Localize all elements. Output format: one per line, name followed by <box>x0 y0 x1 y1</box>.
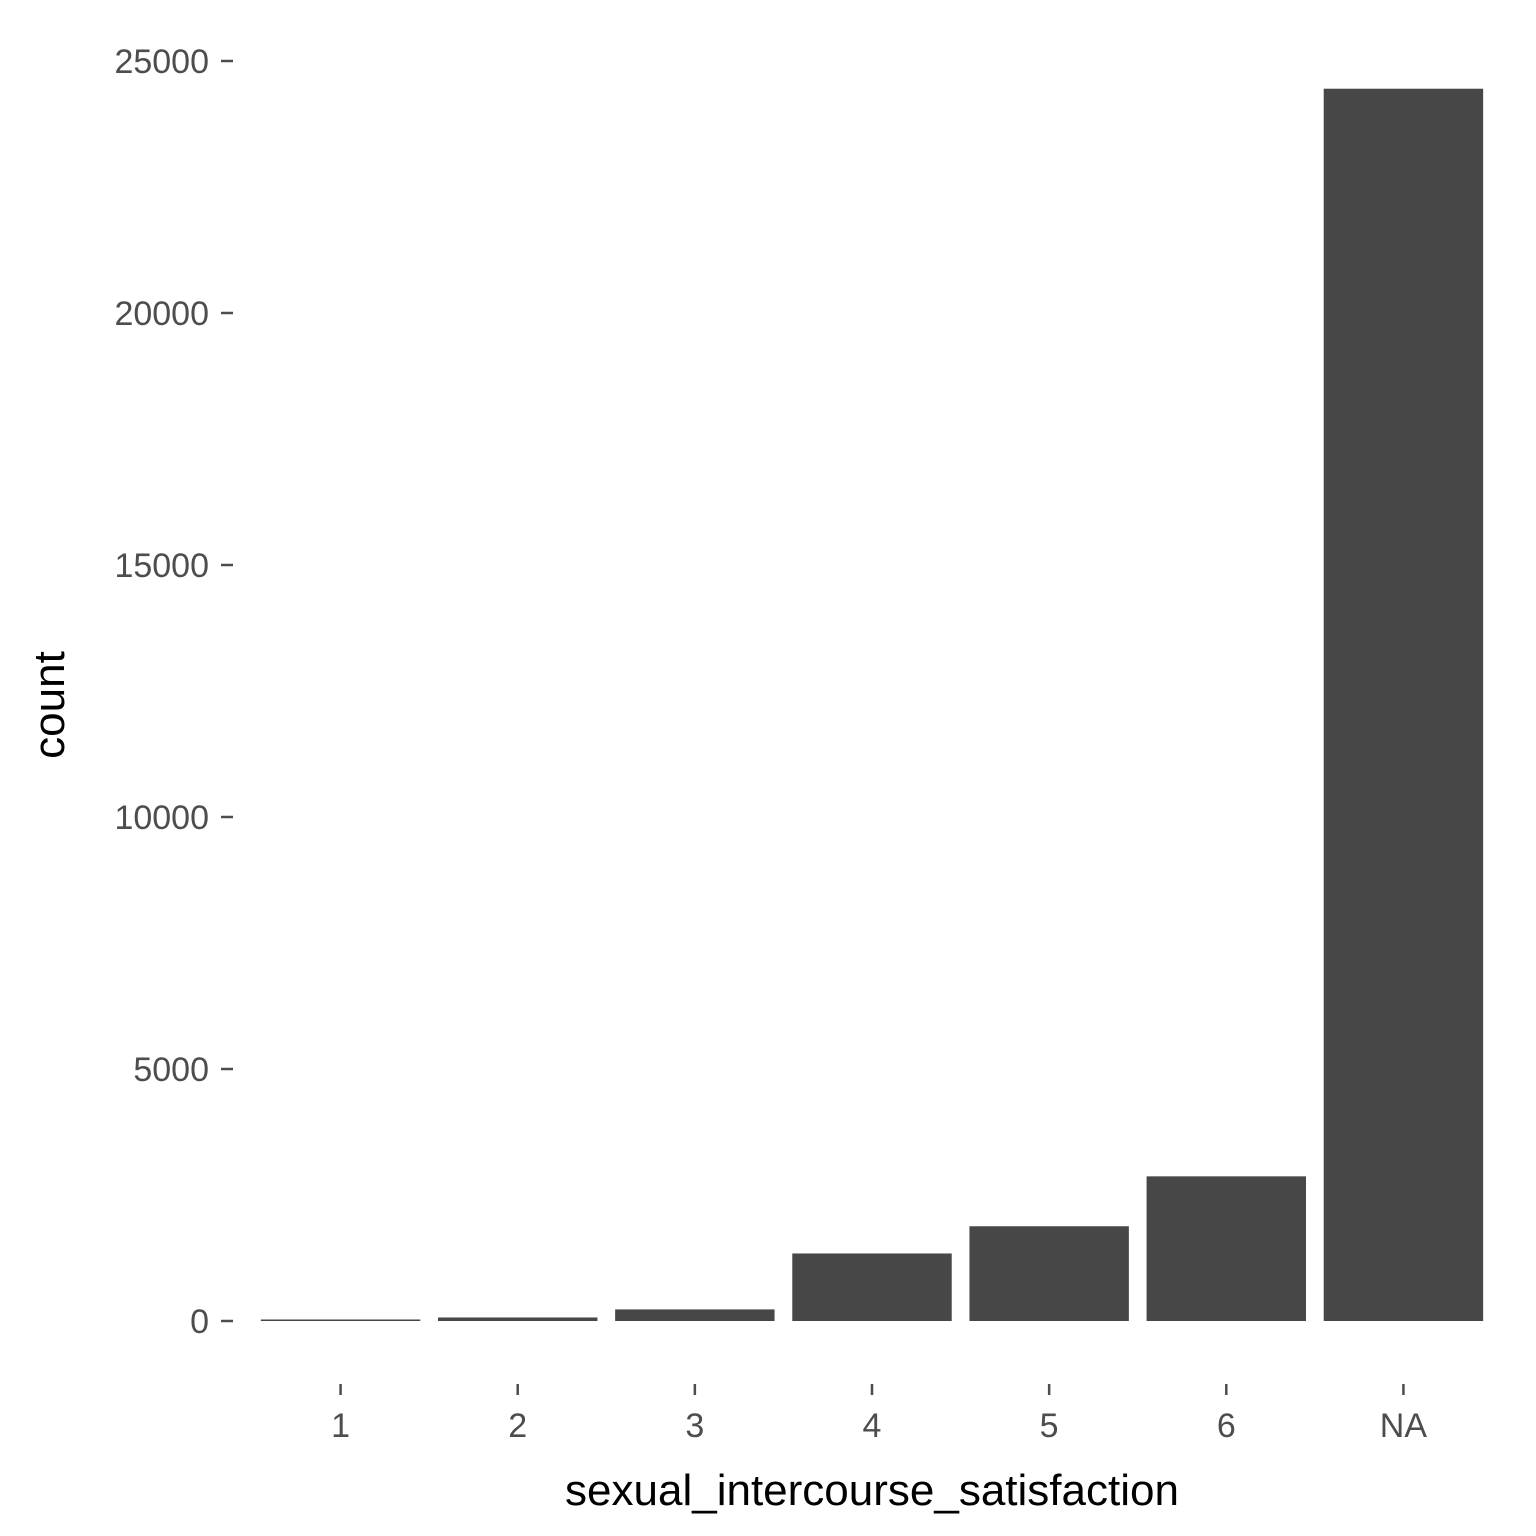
x-tick-label: 1 <box>331 1407 350 1445</box>
x-tick-label: 4 <box>863 1407 882 1445</box>
y-axis: 0 5000 10000 15000 20000 25000 <box>114 43 233 1341</box>
y-tick-label: 10000 <box>114 799 209 837</box>
x-tick-label: NA <box>1380 1407 1428 1445</box>
x-tick-label: 6 <box>1217 1407 1236 1445</box>
y-tick-label: 15000 <box>114 547 209 585</box>
bar-2 <box>438 1317 598 1321</box>
bars-group <box>260 88 1484 1322</box>
x-tick-label: 3 <box>685 1407 704 1445</box>
y-tick-label: 5000 <box>133 1051 209 1089</box>
y-tick-label: 25000 <box>114 43 209 81</box>
x-tick-label: 5 <box>1040 1407 1059 1445</box>
bar-4 <box>792 1253 952 1321</box>
bar-5 <box>969 1226 1129 1321</box>
bar-NA <box>1323 88 1484 1322</box>
x-axis: 1 2 3 4 5 6 NA <box>331 1384 1427 1445</box>
x-axis-title: sexual_intercourse_satisfaction <box>565 1466 1179 1515</box>
y-axis-title: count <box>25 651 74 759</box>
y-tick-label: 0 <box>190 1303 209 1341</box>
bar-6 <box>1146 1176 1306 1321</box>
bar-1 <box>260 1319 421 1321</box>
x-tick-label: 2 <box>508 1407 527 1445</box>
bar-3 <box>615 1309 775 1321</box>
y-tick-label: 20000 <box>114 295 209 333</box>
